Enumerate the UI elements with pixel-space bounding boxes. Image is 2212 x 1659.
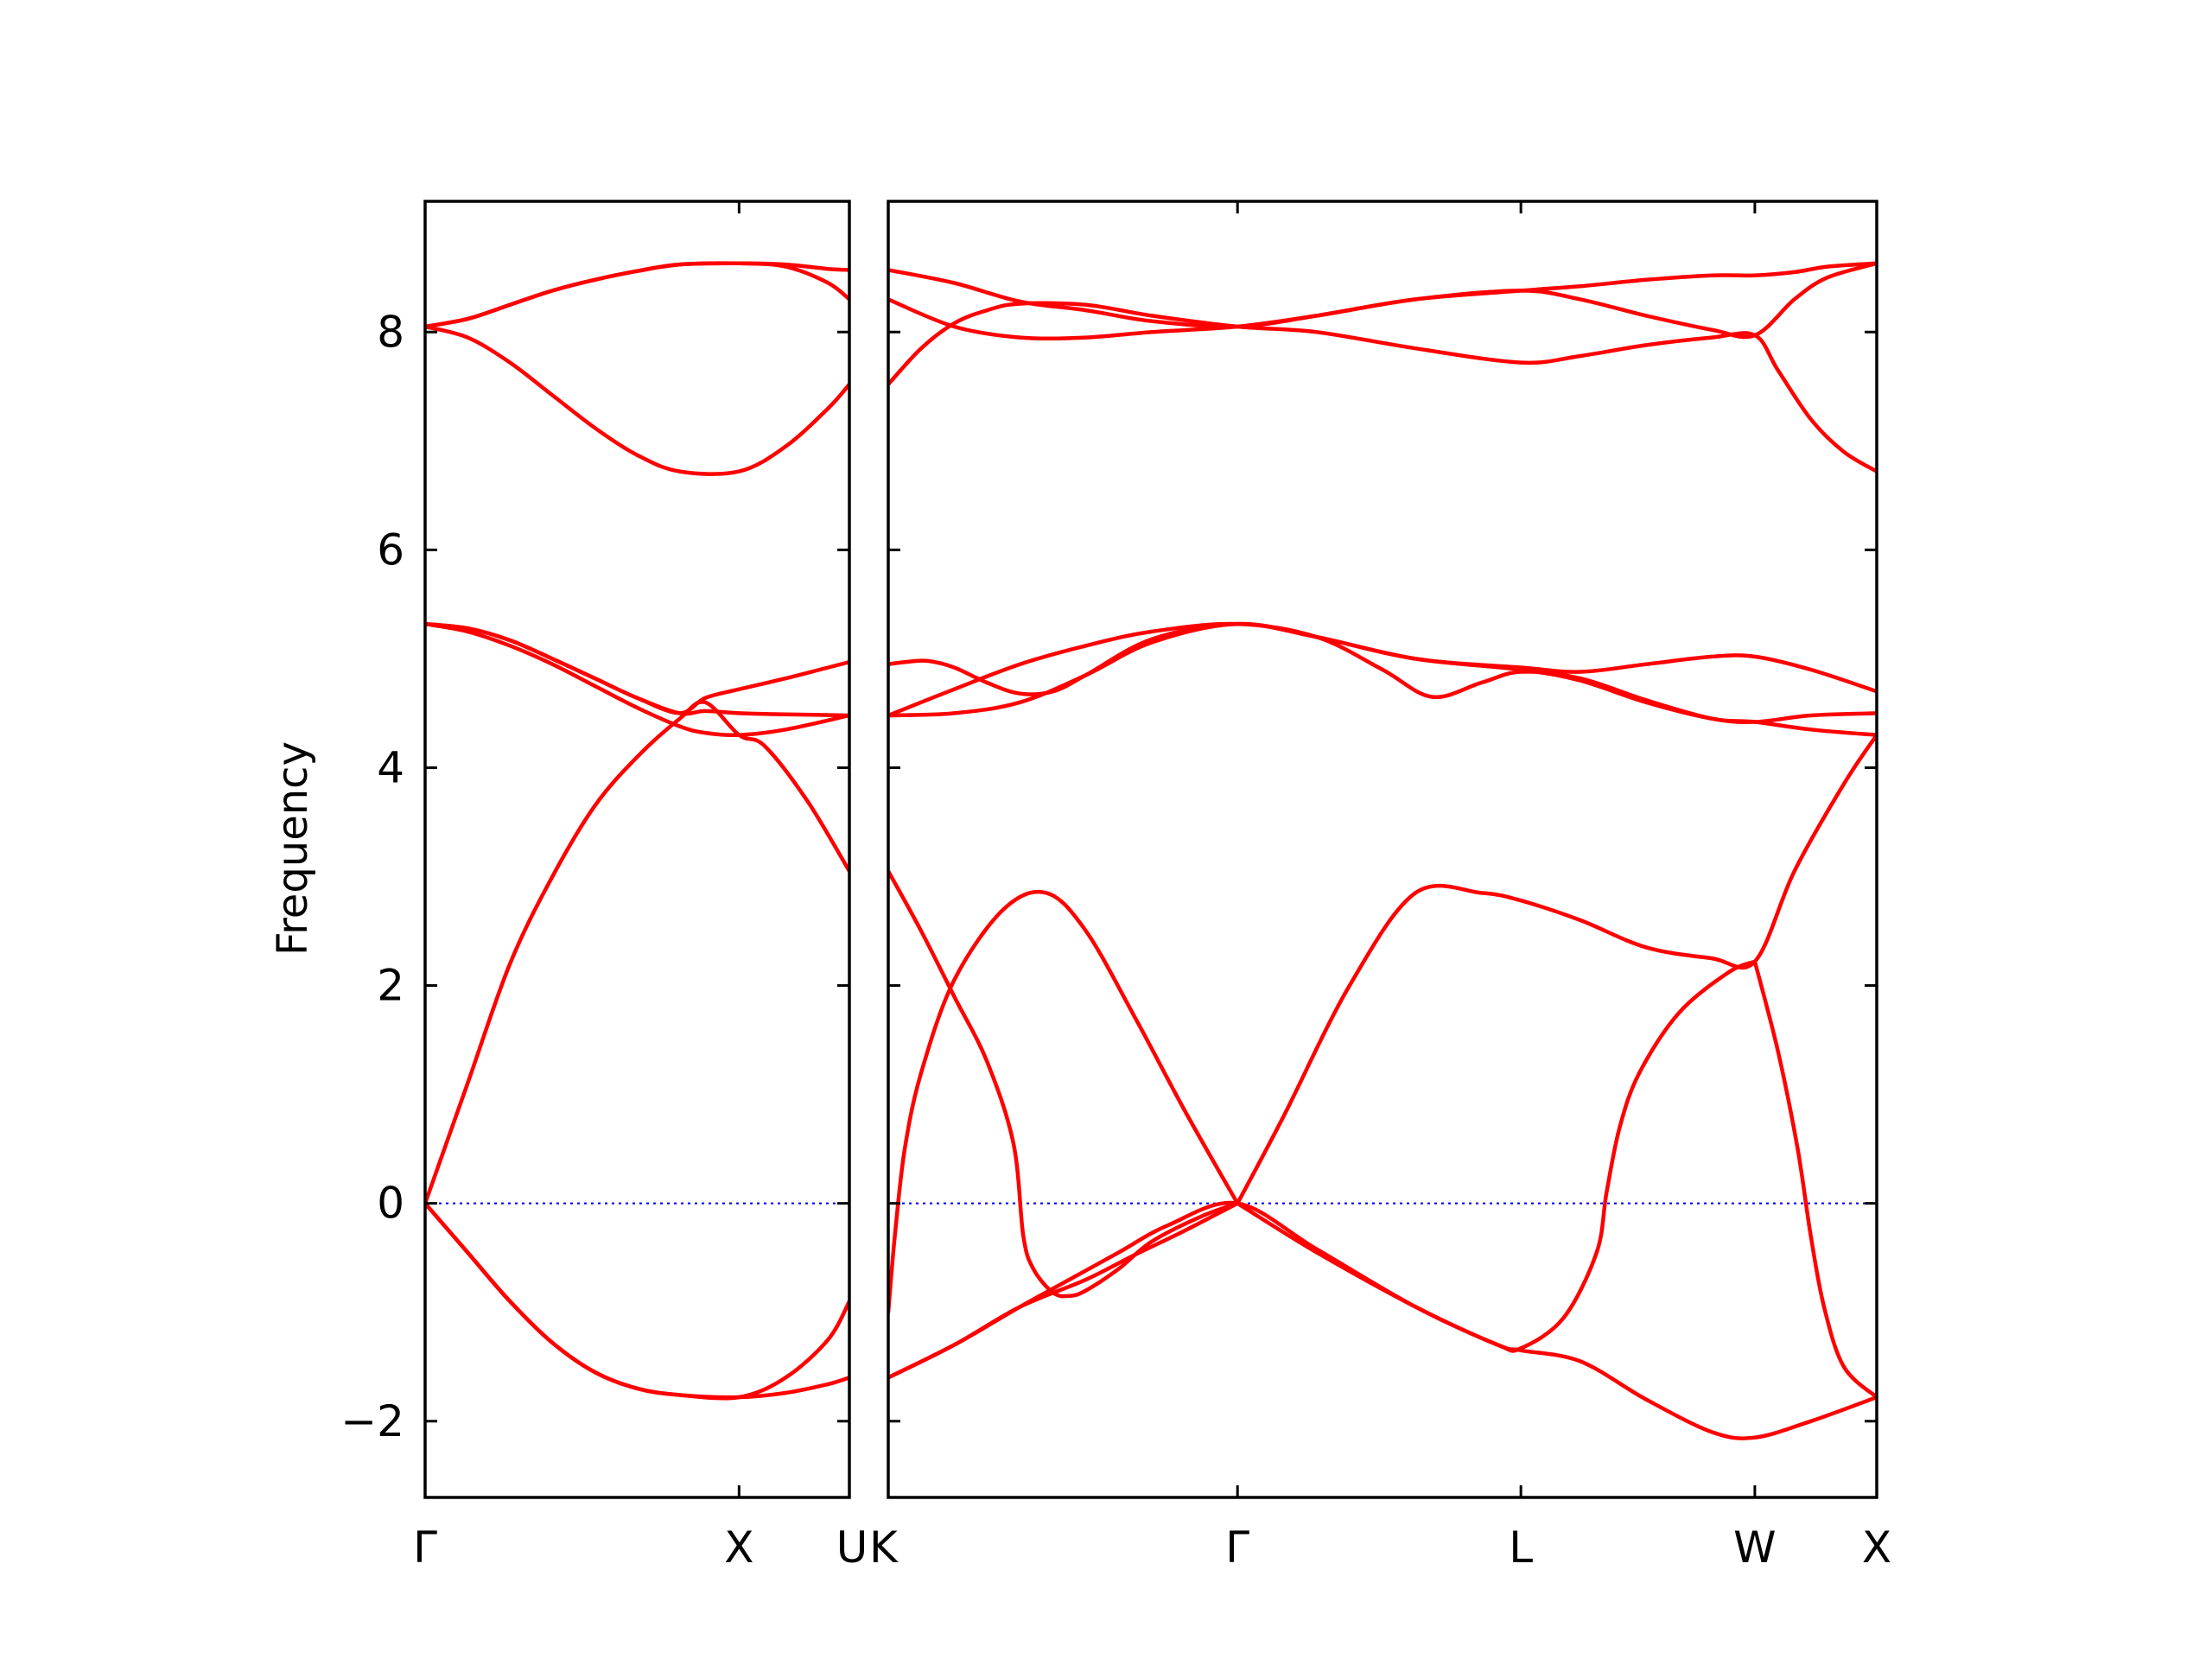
x-tick-label: L bbox=[1509, 1522, 1533, 1573]
band-line bbox=[888, 621, 1877, 724]
x-tick-label: W bbox=[1733, 1522, 1776, 1573]
band-line bbox=[425, 1201, 849, 1400]
band-line bbox=[888, 868, 1240, 1299]
y-tick-label: −2 bbox=[340, 1396, 404, 1446]
panel-frame bbox=[887, 200, 1878, 1499]
band-line bbox=[425, 621, 849, 738]
band-line bbox=[888, 621, 1877, 737]
x-tick-label: X bbox=[1862, 1522, 1891, 1573]
band-line bbox=[1235, 959, 1758, 1353]
band-line bbox=[425, 700, 849, 1205]
panel-frame bbox=[423, 200, 851, 1499]
band-line bbox=[888, 889, 1240, 1314]
x-tick-label: U bbox=[836, 1522, 868, 1573]
band-line bbox=[888, 1201, 1240, 1380]
x-tick-label: Γ bbox=[413, 1522, 437, 1573]
band-line bbox=[425, 324, 849, 476]
band-line bbox=[888, 1200, 1877, 1440]
band-line bbox=[425, 1201, 849, 1401]
band-line bbox=[888, 261, 1877, 329]
band-lines bbox=[888, 261, 1877, 1440]
band-line bbox=[425, 621, 849, 715]
y-tick-label: 2 bbox=[377, 961, 404, 1011]
y-tick-label: 0 bbox=[377, 1179, 404, 1229]
band-line bbox=[1235, 733, 1877, 1205]
x-tick-label: K bbox=[869, 1522, 899, 1573]
band-line bbox=[1752, 959, 1877, 1400]
x-tick-label: X bbox=[724, 1522, 753, 1573]
y-axis-label: Frequency bbox=[269, 741, 317, 956]
band-line bbox=[425, 261, 849, 329]
y-tick-label: 8 bbox=[377, 307, 404, 357]
y-tick-label: 6 bbox=[377, 524, 404, 575]
band-line bbox=[888, 621, 1877, 696]
panel-1: −2 0 2 4 6 8 Γ X U bbox=[340, 200, 868, 1573]
band-line bbox=[888, 301, 1877, 474]
x-tick-label: Γ bbox=[1225, 1522, 1249, 1573]
plot-panels: −2 0 2 4 6 8 Γ X U K Γ L W X bbox=[340, 200, 1891, 1573]
y-tick-label: 4 bbox=[377, 742, 404, 792]
band-lines bbox=[425, 261, 849, 1401]
